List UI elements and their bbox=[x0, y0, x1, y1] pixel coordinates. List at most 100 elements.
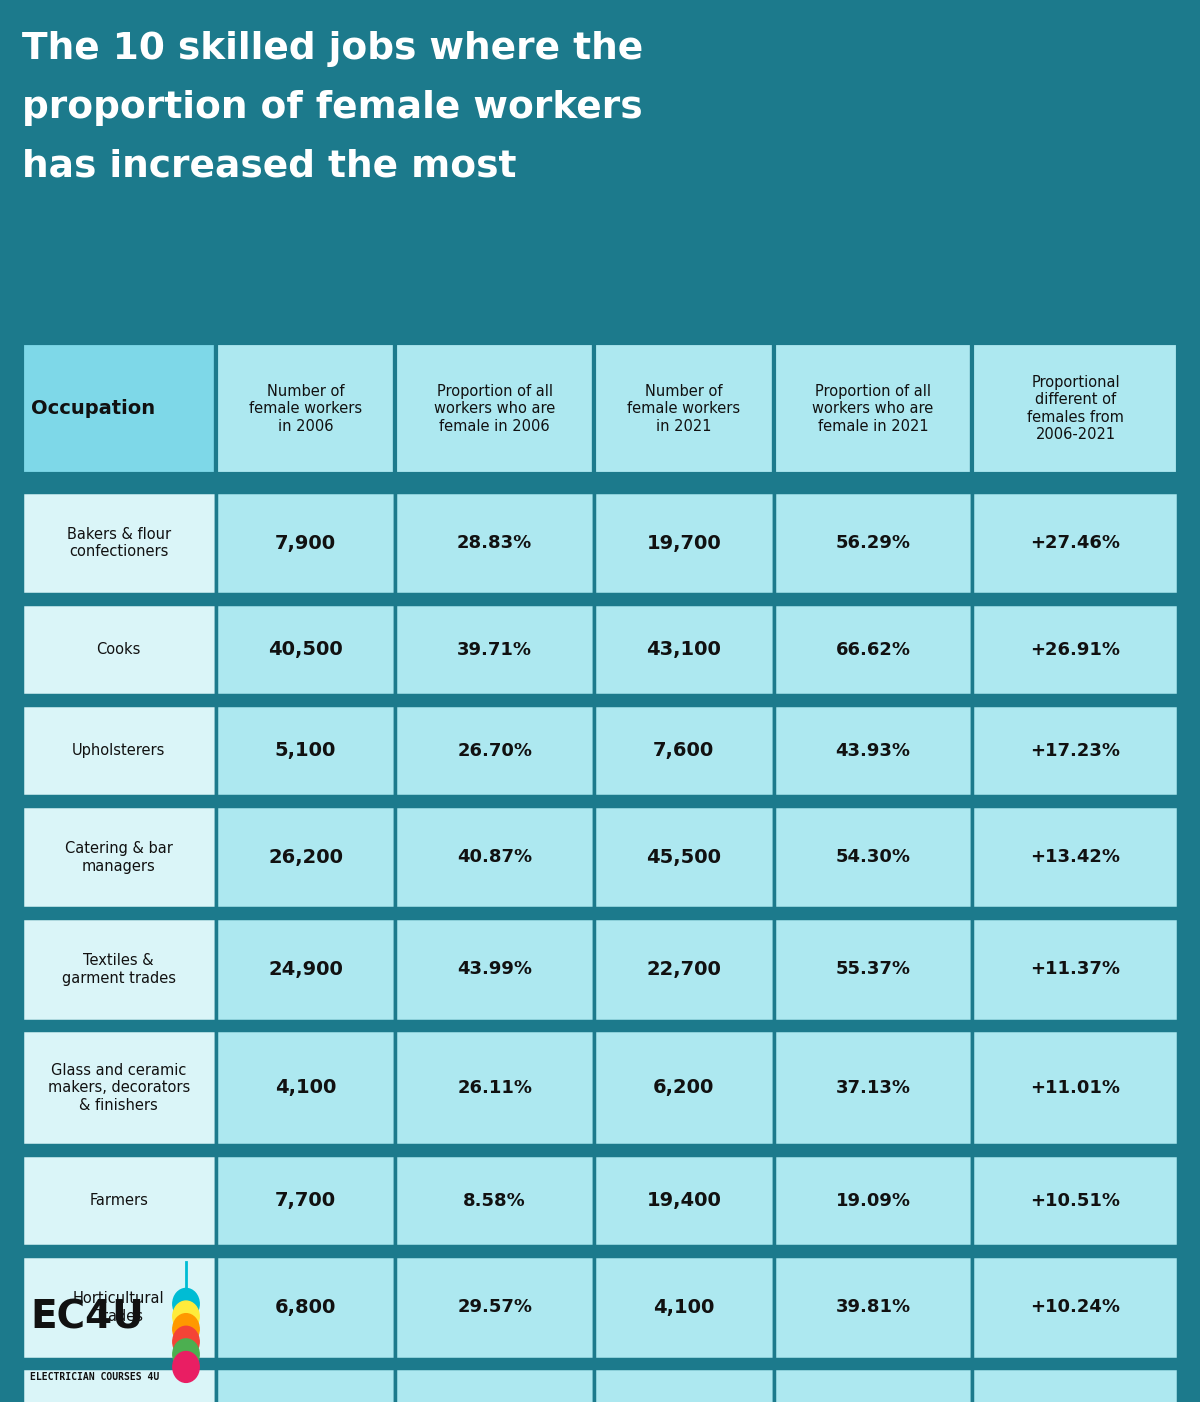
Bar bbox=[395, 705, 594, 796]
Bar bbox=[22, 1256, 216, 1359]
Bar bbox=[594, 1256, 774, 1359]
Text: Cooks: Cooks bbox=[96, 642, 140, 658]
Text: +10.24%: +10.24% bbox=[1031, 1298, 1121, 1316]
Bar bbox=[395, 492, 594, 594]
Bar bbox=[216, 1256, 395, 1359]
Bar bbox=[972, 1368, 1178, 1402]
Text: 6,200: 6,200 bbox=[653, 1078, 714, 1098]
Circle shape bbox=[173, 1314, 199, 1345]
Bar bbox=[972, 705, 1178, 796]
Bar bbox=[22, 604, 216, 695]
Text: 39.81%: 39.81% bbox=[835, 1298, 911, 1316]
Bar bbox=[395, 343, 594, 474]
Text: 7,700: 7,700 bbox=[275, 1192, 336, 1210]
Bar bbox=[216, 918, 395, 1021]
Text: 4,100: 4,100 bbox=[275, 1078, 336, 1098]
Bar bbox=[594, 918, 774, 1021]
Bar bbox=[972, 1030, 1178, 1145]
Bar bbox=[972, 918, 1178, 1021]
Text: proportion of female workers: proportion of female workers bbox=[22, 90, 642, 126]
Bar bbox=[774, 806, 972, 908]
Text: 55.37%: 55.37% bbox=[835, 960, 911, 979]
Text: 7,900: 7,900 bbox=[275, 534, 336, 552]
Text: 43.99%: 43.99% bbox=[457, 960, 533, 979]
Bar bbox=[774, 492, 972, 594]
Text: 7,600: 7,600 bbox=[653, 742, 714, 760]
Bar bbox=[774, 918, 972, 1021]
Bar bbox=[972, 492, 1178, 594]
Text: 6,800: 6,800 bbox=[275, 1298, 336, 1316]
Bar bbox=[22, 492, 216, 594]
Bar bbox=[22, 806, 216, 908]
Text: Number of
female workers
in 2021: Number of female workers in 2021 bbox=[628, 384, 740, 433]
Circle shape bbox=[173, 1288, 199, 1319]
Text: 43,100: 43,100 bbox=[647, 641, 721, 659]
Text: 54.30%: 54.30% bbox=[835, 848, 911, 866]
Text: 5,100: 5,100 bbox=[275, 742, 336, 760]
Bar bbox=[774, 1030, 972, 1145]
Text: 19,700: 19,700 bbox=[647, 534, 721, 552]
Bar bbox=[216, 705, 395, 796]
Text: The 10 skilled jobs where the: The 10 skilled jobs where the bbox=[22, 31, 643, 67]
Text: Textiles &
garment trades: Textiles & garment trades bbox=[61, 953, 175, 986]
Bar bbox=[774, 1155, 972, 1246]
Text: +17.23%: +17.23% bbox=[1031, 742, 1121, 760]
Text: 40,500: 40,500 bbox=[269, 641, 343, 659]
Bar bbox=[22, 1368, 216, 1402]
Bar bbox=[22, 705, 216, 796]
Bar bbox=[22, 918, 216, 1021]
Bar bbox=[972, 1256, 1178, 1359]
Text: Upholsterers: Upholsterers bbox=[72, 743, 166, 758]
Text: 29.57%: 29.57% bbox=[457, 1298, 533, 1316]
Text: Catering & bar
managers: Catering & bar managers bbox=[65, 841, 173, 873]
Bar bbox=[972, 343, 1178, 474]
Text: 8.58%: 8.58% bbox=[463, 1192, 526, 1210]
Text: Proportional
different of
females from
2006-2021: Proportional different of females from 2… bbox=[1027, 376, 1124, 442]
Bar bbox=[594, 1155, 774, 1246]
Bar bbox=[972, 604, 1178, 695]
Bar bbox=[594, 1368, 774, 1402]
Text: 19.09%: 19.09% bbox=[835, 1192, 911, 1210]
Text: 26.70%: 26.70% bbox=[457, 742, 533, 760]
Text: 24,900: 24,900 bbox=[268, 960, 343, 979]
Circle shape bbox=[173, 1339, 199, 1370]
Text: 26,200: 26,200 bbox=[268, 848, 343, 866]
Text: 4,100: 4,100 bbox=[653, 1298, 714, 1316]
Text: Number of
female workers
in 2006: Number of female workers in 2006 bbox=[250, 384, 362, 433]
Text: 39.71%: 39.71% bbox=[457, 641, 533, 659]
Bar bbox=[216, 1030, 395, 1145]
Bar bbox=[774, 705, 972, 796]
Text: Bakers & flour
confectioners: Bakers & flour confectioners bbox=[67, 527, 170, 559]
Text: 43.93%: 43.93% bbox=[835, 742, 911, 760]
Circle shape bbox=[173, 1326, 199, 1357]
Text: 40.87%: 40.87% bbox=[457, 848, 533, 866]
Bar bbox=[594, 343, 774, 474]
Text: Glass and ceramic
makers, decorators
& finishers: Glass and ceramic makers, decorators & f… bbox=[48, 1063, 190, 1113]
Text: +10.51%: +10.51% bbox=[1031, 1192, 1121, 1210]
Bar bbox=[774, 604, 972, 695]
Bar bbox=[774, 1368, 972, 1402]
Bar bbox=[972, 1155, 1178, 1246]
Text: Proportion of all
workers who are
female in 2021: Proportion of all workers who are female… bbox=[812, 384, 934, 433]
Bar bbox=[594, 492, 774, 594]
Bar bbox=[22, 1155, 216, 1246]
Circle shape bbox=[173, 1301, 199, 1332]
Text: +11.37%: +11.37% bbox=[1031, 960, 1121, 979]
Text: EC4U: EC4U bbox=[30, 1298, 144, 1338]
Text: +26.91%: +26.91% bbox=[1031, 641, 1121, 659]
Text: Proportion of all
workers who are
female in 2006: Proportion of all workers who are female… bbox=[434, 384, 556, 433]
Text: ELECTRICIAN COURSES 4U: ELECTRICIAN COURSES 4U bbox=[30, 1371, 160, 1382]
Bar bbox=[594, 705, 774, 796]
Bar bbox=[216, 343, 395, 474]
Bar bbox=[0, 1279, 1200, 1402]
Text: 28.83%: 28.83% bbox=[457, 534, 533, 552]
Text: 37.13%: 37.13% bbox=[835, 1080, 911, 1096]
Text: 56.29%: 56.29% bbox=[835, 534, 911, 552]
Text: +27.46%: +27.46% bbox=[1031, 534, 1121, 552]
Text: 45,500: 45,500 bbox=[647, 848, 721, 866]
Bar bbox=[395, 1256, 594, 1359]
Bar bbox=[774, 1256, 972, 1359]
Text: 26.11%: 26.11% bbox=[457, 1080, 533, 1096]
Bar bbox=[216, 492, 395, 594]
Text: +11.01%: +11.01% bbox=[1031, 1080, 1121, 1096]
